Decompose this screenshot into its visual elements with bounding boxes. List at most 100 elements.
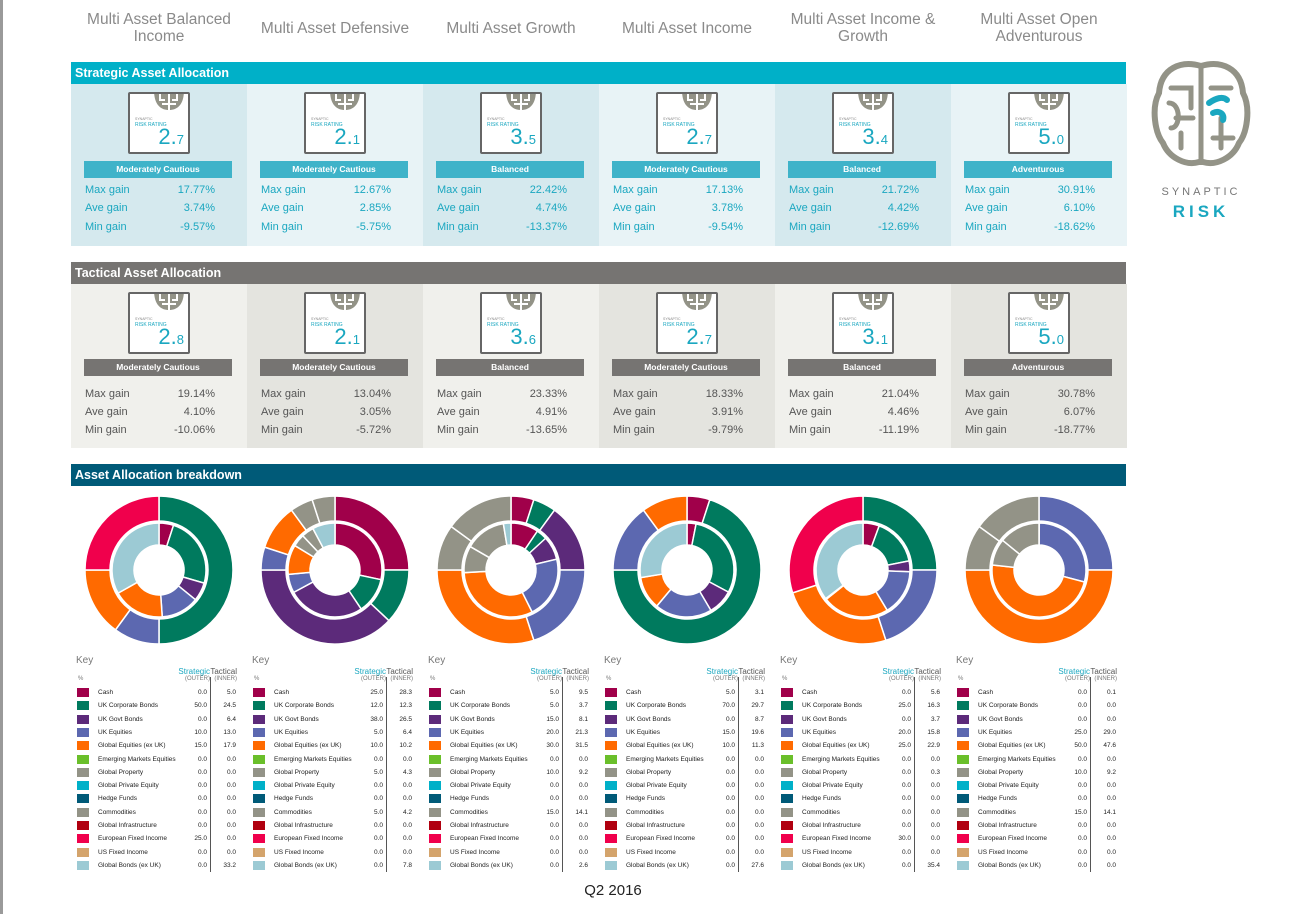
asset-color-swatch bbox=[429, 767, 441, 777]
tactical-value: 5.6 bbox=[930, 689, 940, 696]
asset-color-swatch bbox=[253, 821, 265, 830]
asset-name: Hedge Funds bbox=[802, 795, 842, 803]
asset-name: Cash bbox=[978, 689, 994, 696]
inner-label: (INNER) bbox=[566, 676, 589, 682]
key-row: Commodities 0.0 0.0 bbox=[605, 807, 769, 820]
asset-color-swatch bbox=[781, 741, 793, 751]
outer-label: (OUTER) bbox=[361, 676, 386, 682]
inner-label: (INNER) bbox=[742, 676, 765, 682]
asset-name: Global Infrastructure bbox=[626, 822, 685, 829]
max-gain-row: Max gain 30.91% bbox=[965, 184, 1095, 196]
badge-label: RISK RATING bbox=[311, 122, 343, 128]
asset-name: Global Private Equity bbox=[802, 782, 863, 790]
asset-color-swatch bbox=[77, 847, 89, 857]
strategic-value: 0.0 bbox=[197, 768, 207, 776]
asset-name: Commodities bbox=[274, 808, 312, 816]
key-row: Commodities 0.0 0.0 bbox=[77, 807, 241, 820]
tactical-value: 0.0 bbox=[754, 822, 764, 829]
ave-gain-label: Ave gain bbox=[613, 202, 656, 214]
key-row: Global Private Equity 0.0 0.0 bbox=[605, 781, 769, 793]
key-row: UK Govt Bonds 0.0 6.4 bbox=[77, 714, 241, 727]
ave-gain-value: 6.07% bbox=[1063, 406, 1095, 418]
asset-color-swatch bbox=[605, 821, 617, 830]
allocation-key-table: Key% Strategic Tactical (OUTER) (INNER) Cash 0… bbox=[71, 655, 247, 875]
strategic-value: 15.0 bbox=[194, 742, 207, 750]
asset-name: UK Equities bbox=[626, 728, 660, 736]
tactical-value: 2.6 bbox=[578, 861, 588, 869]
key-row: European Fixed Income 0.0 0.0 bbox=[605, 834, 769, 846]
strategic-value: 10.0 bbox=[370, 742, 383, 750]
risk-rating-value: 2.7 bbox=[158, 124, 184, 149]
asset-name: European Fixed Income bbox=[626, 835, 696, 843]
ave-gain-label: Ave gain bbox=[789, 406, 832, 418]
strategic-value: 0.0 bbox=[373, 782, 383, 790]
inner-ring-slice-global-equities-ex-uk- bbox=[991, 564, 1086, 618]
badge-brand: SYNAPTIC bbox=[311, 117, 329, 121]
min-gain-label: Min gain bbox=[85, 221, 127, 233]
tactical-risk-band: Moderately Cautious bbox=[84, 359, 232, 376]
asset-color-swatch bbox=[253, 701, 265, 711]
tactical-risk-band: Balanced bbox=[788, 359, 936, 376]
allocation-key-table: Key% Strategic Tactical (OUTER) (INNER) Cash 0… bbox=[775, 655, 951, 875]
outer-label: (OUTER) bbox=[1065, 676, 1090, 682]
ave-gain-row: Ave gain 3.05% bbox=[261, 406, 391, 418]
fund-title: Multi Asset Open Adventurous bbox=[980, 11, 1098, 45]
key-unit: % bbox=[430, 676, 436, 682]
key-row: Global Property 10.0 9.2 bbox=[957, 767, 1121, 780]
min-gain-value: -11.19% bbox=[878, 424, 919, 436]
strategic-value: 0.0 bbox=[549, 755, 559, 763]
key-row: UK Corporate Bonds 25.0 16.3 bbox=[781, 701, 945, 713]
brain-icon bbox=[682, 94, 712, 110]
min-gain-label: Min gain bbox=[965, 424, 1007, 436]
max-gain-row: Max gain 23.33% bbox=[437, 388, 567, 400]
outer-ring-slice-european-fixed-income bbox=[84, 495, 160, 571]
key-row: US Fixed Income 0.0 0.0 bbox=[77, 847, 241, 860]
strategic-value: 15.0 bbox=[1074, 808, 1087, 816]
asset-name: Commodities bbox=[450, 808, 488, 816]
risk-rating-value: 5.0 bbox=[1038, 324, 1064, 349]
asset-name: Hedge Funds bbox=[450, 795, 490, 803]
asset-name: UK Equities bbox=[450, 728, 484, 736]
strategic-column-header: Strategic bbox=[178, 667, 210, 676]
ave-gain-row: Ave gain 4.42% bbox=[789, 202, 919, 214]
strategic-value: 0.0 bbox=[1077, 835, 1087, 843]
synaptic-risk-logo: SYNAPTIC RISK bbox=[1151, 58, 1251, 228]
asset-color-swatch bbox=[77, 688, 89, 697]
key-row: Commodities 0.0 0.0 bbox=[781, 807, 945, 820]
key-row: UK Equities 25.0 29.0 bbox=[957, 727, 1121, 740]
key-row: Global Equities (ex UK) 50.0 47.6 bbox=[957, 741, 1121, 753]
min-gain-value: -5.72% bbox=[356, 424, 391, 436]
strategic-value: 0.0 bbox=[197, 689, 207, 696]
max-gain-value: 12.67% bbox=[353, 184, 391, 196]
strategic-value: 0.0 bbox=[197, 861, 207, 869]
strategic-value: 0.0 bbox=[725, 782, 735, 790]
tactical-value: 14.1 bbox=[1103, 808, 1116, 816]
strategic-column: SYNAPTIC RISK RATING 2.7 Moderately Cautiou… bbox=[71, 84, 247, 246]
min-gain-label: Min gain bbox=[613, 221, 655, 233]
brain-icon bbox=[1034, 94, 1064, 110]
strategic-value: 0.0 bbox=[725, 835, 735, 843]
strategic-value: 0.0 bbox=[373, 861, 383, 869]
min-gain-value: -9.57% bbox=[180, 221, 215, 233]
outer-ring-slice-commodities bbox=[978, 495, 1040, 543]
brain-icon bbox=[330, 294, 360, 310]
strategic-value: 0.0 bbox=[725, 795, 735, 803]
strategic-value: 25.0 bbox=[898, 742, 911, 750]
tactical-value: 0.3 bbox=[930, 768, 940, 776]
key-row: Emerging Markets Equities 0.0 0.0 bbox=[77, 754, 241, 767]
asset-color-swatch bbox=[429, 781, 441, 791]
brain-icon bbox=[154, 294, 184, 310]
tactical-value: 0.0 bbox=[226, 808, 236, 816]
min-gain-label: Min gain bbox=[261, 424, 303, 436]
tactical-value: 0.0 bbox=[1106, 782, 1116, 790]
asset-name: US Fixed Income bbox=[450, 848, 500, 856]
tactical-value: 0.0 bbox=[578, 822, 588, 829]
badge-label: RISK RATING bbox=[311, 322, 343, 328]
key-row: European Fixed Income 0.0 0.0 bbox=[957, 834, 1121, 846]
brain-icon bbox=[858, 294, 888, 310]
key-row: UK Equities 20.0 15.8 bbox=[781, 727, 945, 740]
asset-color-swatch bbox=[957, 794, 969, 804]
asset-name: European Fixed Income bbox=[978, 835, 1048, 843]
ave-gain-value: 3.74% bbox=[183, 202, 215, 214]
tactical-value: 16.3 bbox=[927, 702, 940, 710]
